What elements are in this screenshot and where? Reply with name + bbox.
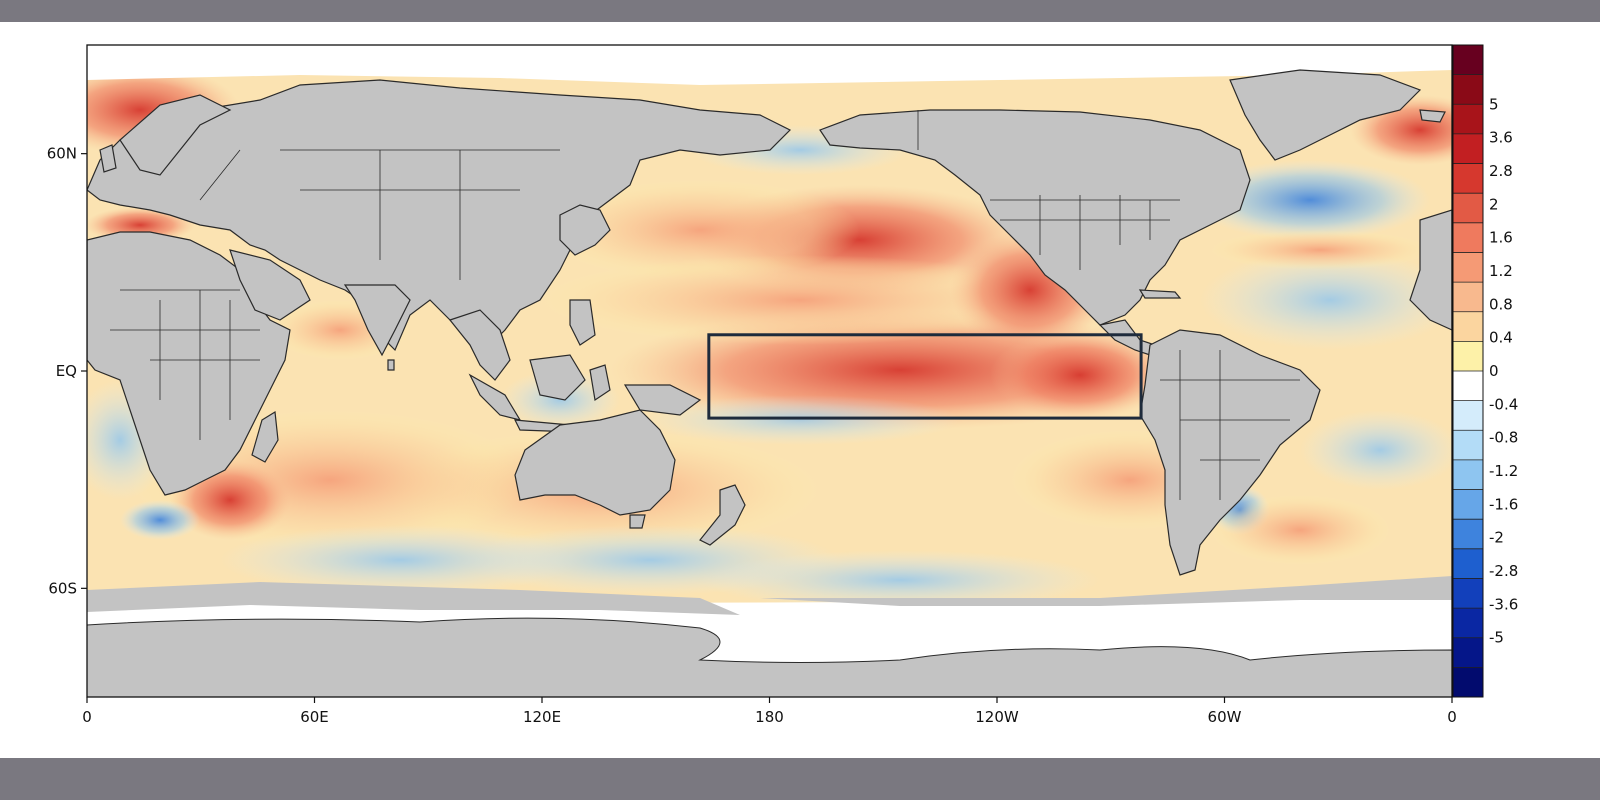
japan (559, 204, 611, 256)
lon-tick-label: 0 (82, 708, 92, 726)
sri-lanka (387, 359, 395, 371)
lon-tick-label: 60W (1208, 708, 1242, 726)
continents (87, 69, 1452, 576)
colorbar-label: 5 (1489, 95, 1499, 113)
axis-ticks (81, 153, 1453, 703)
colorbar-label: 0.8 (1489, 295, 1513, 313)
colorbar-label: -2 (1489, 529, 1504, 547)
colorbar-swatch (1453, 667, 1483, 698)
south-america (1139, 329, 1321, 576)
latitude-labels: 60N EQ 60S (47, 145, 77, 598)
colorbar-swatch (1453, 311, 1483, 342)
colorbar-swatch (1453, 637, 1483, 668)
lon-tick-label: 120W (975, 708, 1019, 726)
colorbar-swatch (1453, 104, 1483, 135)
eurasia (87, 79, 792, 352)
madagascar (251, 410, 279, 463)
colorbar-label: 0 (1489, 362, 1499, 380)
colorbar-swatch (1453, 430, 1483, 461)
colorbar-label: -1.6 (1489, 495, 1518, 513)
borneo (529, 354, 586, 401)
greenland (1229, 69, 1422, 161)
west-europe-africa-edge (1409, 209, 1452, 331)
lat-tick-label: EQ (56, 362, 77, 380)
colorbar-label: -0.8 (1489, 429, 1518, 447)
africa (87, 231, 291, 496)
new-zealand (699, 484, 746, 546)
philippines (569, 299, 596, 346)
iceland (1419, 109, 1446, 123)
colorbar-label: -5 (1489, 629, 1504, 647)
colorbar-swatch (1453, 252, 1483, 283)
sulawesi (589, 364, 611, 402)
se-asia (448, 309, 511, 381)
colorbar-swatch (1453, 548, 1483, 579)
colorbar-label: -1.2 (1489, 462, 1518, 480)
colorbar-swatch (1453, 578, 1483, 609)
bottom-frame-band (0, 758, 1600, 800)
nino-region-box (707, 333, 1143, 420)
north-america (819, 109, 1251, 326)
lon-tick-label: 60E (300, 708, 329, 726)
colorbar-swatch (1453, 400, 1483, 431)
map-plot-area (87, 45, 1452, 697)
colorbar-label: -3.6 (1489, 595, 1518, 613)
top-frame-band (0, 0, 1600, 22)
colorbar-swatch (1453, 222, 1483, 253)
cuba (1138, 289, 1182, 299)
lon-tick-label: 180 (755, 708, 784, 726)
colorbar (1452, 44, 1484, 698)
colorbar-label: 1.6 (1489, 229, 1513, 247)
colorbar-label: -0.4 (1489, 395, 1518, 413)
lat-tick-label: 60S (48, 579, 77, 597)
tasmania (629, 514, 646, 529)
country-borders (110, 110, 1300, 500)
colorbar-label: -2.8 (1489, 562, 1518, 580)
colorbar-swatch (1453, 489, 1483, 520)
colorbar-label: 1.2 (1489, 262, 1513, 280)
colorbar-swatch (1453, 371, 1483, 402)
arabia (229, 249, 311, 321)
colorbar-swatch (1453, 459, 1483, 490)
colorbar-label: 2.8 (1489, 162, 1513, 180)
australia (514, 409, 676, 516)
lon-tick-label: 120E (523, 708, 561, 726)
colorbar-label: 0.4 (1489, 329, 1513, 347)
lat-tick-label: 60N (47, 145, 77, 163)
colorbar-swatch (1453, 163, 1483, 194)
colorbar-swatch (1453, 193, 1483, 224)
uk (99, 144, 117, 173)
lon-tick-label: 0 (1447, 708, 1457, 726)
colorbar-label: 3.6 (1489, 129, 1513, 147)
colorbar-swatch (1453, 133, 1483, 164)
colorbar-swatch (1453, 341, 1483, 372)
india (343, 284, 411, 357)
colorbar-label: 2 (1489, 195, 1499, 213)
sumatra (468, 373, 522, 421)
colorbar-swatch (1453, 519, 1483, 550)
colorbar-swatch (1453, 74, 1483, 105)
colorbar-labels: 5 3.6 2.8 2 1.6 1.2 0.8 0.4 0 -0.4 -0.8 -1.2 -1.6 -2 -… (1489, 95, 1518, 646)
longitude-labels: 0 60E 120E 180 120W 60W 0 (82, 708, 1457, 726)
scandinavia (119, 94, 232, 176)
colorbar-frame (1452, 44, 1484, 698)
colorbar-swatch (1453, 282, 1483, 313)
antarctica (87, 576, 1452, 697)
new-guinea (623, 384, 702, 416)
colorbar-swatch (1453, 608, 1483, 639)
colorbar-swatch (1453, 45, 1483, 76)
